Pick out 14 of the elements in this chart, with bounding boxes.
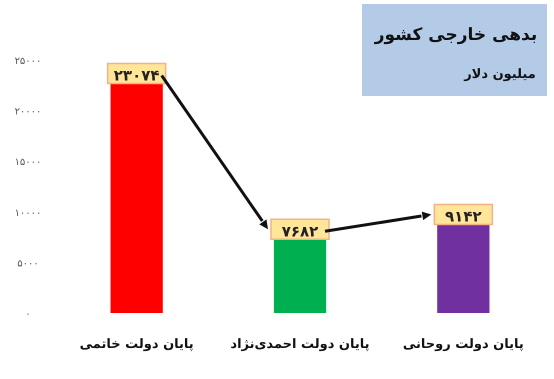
data-label: ۹۱۴۲ xyxy=(445,207,482,226)
y-tick-label: ۱۰۰۰۰ xyxy=(14,208,42,219)
y-tick-label: ۲۰۰۰۰ xyxy=(14,106,42,118)
x-tick-label: پایان دولت روحانی xyxy=(402,337,524,352)
chart-title: بدهی خارجی کشور xyxy=(374,25,538,45)
data-label: ۲۳۰۷۴ xyxy=(114,66,160,84)
y-tick-label: ۰ xyxy=(25,309,31,320)
y-tick-label: ۱۵۰۰۰ xyxy=(14,157,42,168)
x-tick-label: پایان دولت احمدی‌نژاد xyxy=(230,337,370,352)
y-tick-label: ۲۵۰۰۰ xyxy=(14,56,42,67)
y-tick-label: ۵۰۰۰ xyxy=(17,258,39,270)
data-label: ۷۶۸۲ xyxy=(282,222,318,240)
x-tick-label: پایان دولت خاتمی xyxy=(80,337,194,352)
chart-subtitle: میلیون دلار xyxy=(463,67,536,82)
